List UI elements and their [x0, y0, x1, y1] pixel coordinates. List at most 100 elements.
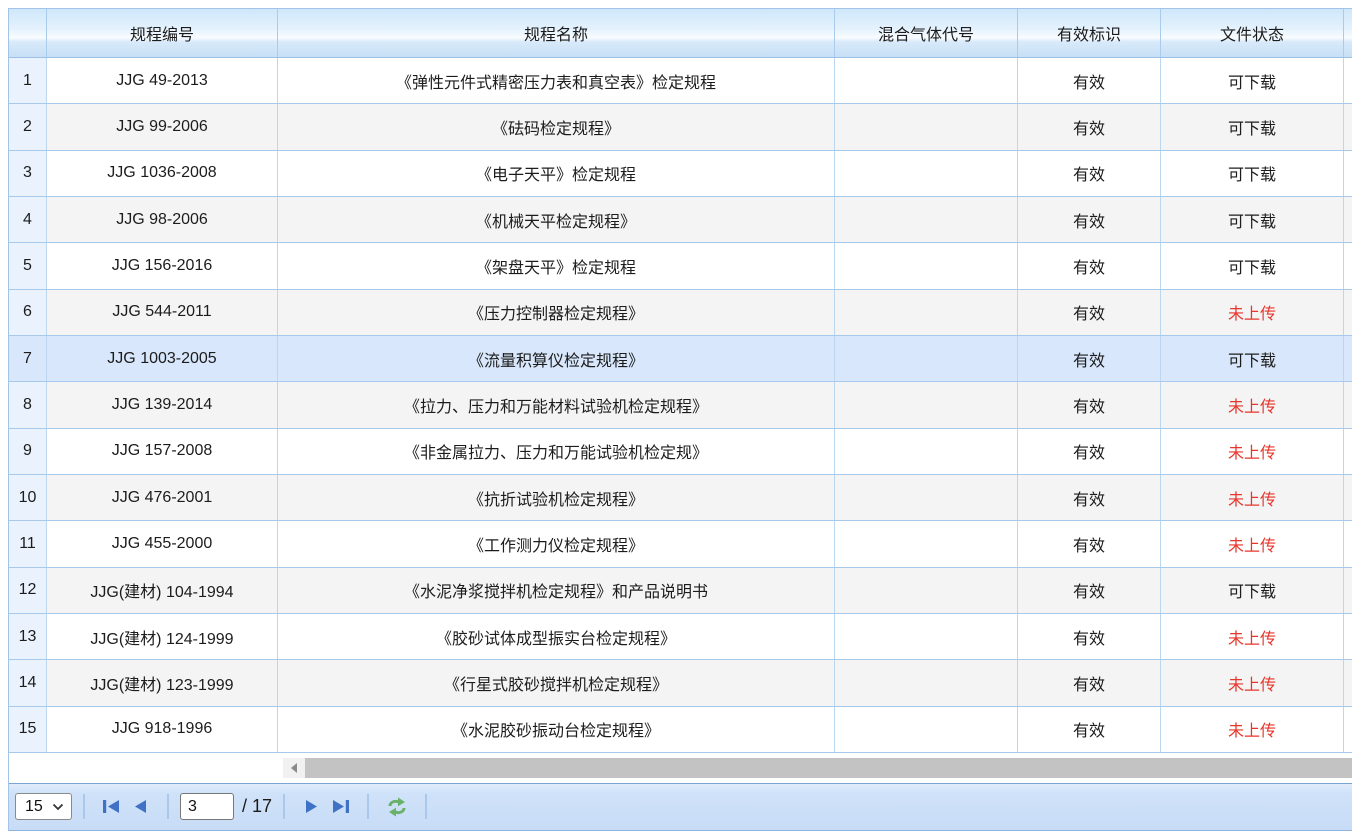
regulation-name: 《压力控制器检定规程》 — [278, 289, 835, 335]
scrollbar-thumb[interactable] — [305, 757, 1352, 778]
extra-cell — [1344, 150, 1352, 196]
page-size-value: 15 — [25, 797, 43, 815]
gas-code — [835, 706, 1018, 752]
row-number: 4 — [9, 196, 47, 243]
gas-code — [835, 567, 1018, 613]
table-row[interactable]: 4 JJG 98-2006 《机械天平检定规程》 有效 可下载 — [9, 196, 1352, 244]
pager-separator — [367, 794, 370, 820]
table-row[interactable]: 13 JJG(建材) 124-1999 《胶砂试体成型振实台检定规程》 有效 未… — [9, 613, 1352, 661]
valid-flag: 有效 — [1018, 521, 1161, 567]
pager-separator — [425, 794, 428, 820]
grid-body: 1 JJG 49-2013 《弹性元件式精密压力表和真空表》检定规程 有效 可下… — [9, 58, 1352, 753]
table-row[interactable]: 9 JJG 157-2008 《非金属拉力、压力和万能试验机检定规》 有效 未上… — [9, 428, 1352, 475]
regulation-code: JJG 98-2006 — [47, 196, 278, 243]
regulation-code: JJG 1036-2008 — [47, 150, 278, 196]
valid-flag: 有效 — [1018, 243, 1161, 289]
regulation-code: JJG 49-2013 — [47, 58, 278, 104]
regulation-code: JJG 156-2016 — [47, 243, 278, 289]
gas-code — [835, 382, 1018, 428]
extra-cell — [1344, 289, 1352, 335]
last-page-button[interactable] — [329, 796, 353, 818]
regulation-name: 《机械天平检定规程》 — [278, 196, 835, 243]
regulation-code: JJG 918-1996 — [47, 706, 278, 752]
row-number: 6 — [9, 289, 47, 335]
regulation-name: 《行星式胶砂搅拌机检定规程》 — [278, 660, 835, 706]
row-number: 5 — [9, 243, 47, 289]
next-page-icon — [306, 800, 318, 814]
regulation-name: 《架盘天平》检定规程 — [278, 243, 835, 289]
gas-code — [835, 196, 1018, 243]
header-code[interactable]: 规程编号 — [47, 9, 278, 57]
regulation-name: 《砝码检定规程》 — [278, 104, 835, 150]
row-number: 12 — [9, 567, 47, 613]
regulation-name: 《弹性元件式精密压力表和真空表》检定规程 — [278, 58, 835, 104]
valid-flag: 有效 — [1018, 567, 1161, 613]
header-gas-code[interactable]: 混合气体代号 — [835, 9, 1018, 57]
row-number: 11 — [9, 521, 47, 567]
table-row[interactable]: 11 JJG 455-2000 《工作测力仪检定规程》 有效 未上传 — [9, 521, 1352, 568]
page-number-input[interactable] — [180, 793, 234, 821]
gas-code — [835, 660, 1018, 706]
file-status: 可下载 — [1161, 58, 1344, 104]
valid-flag: 有效 — [1018, 428, 1161, 474]
file-status: 未上传 — [1161, 474, 1344, 521]
gas-code — [835, 104, 1018, 150]
file-status: 可下载 — [1161, 567, 1344, 613]
row-number: 7 — [9, 335, 47, 382]
header-extra — [1344, 9, 1352, 57]
gas-code — [835, 428, 1018, 474]
gas-code — [835, 58, 1018, 104]
regulation-code: JJG 99-2006 — [47, 104, 278, 150]
regulation-code: JJG 476-2001 — [47, 474, 278, 521]
page-size-select[interactable]: 15 — [15, 793, 72, 821]
valid-flag: 有效 — [1018, 289, 1161, 335]
data-grid: 规程编号 规程名称 混合气体代号 有效标识 文件状态 1 JJG 49-2013… — [8, 8, 1352, 831]
table-row[interactable]: 12 JJG(建材) 104-1994 《水泥净浆搅拌机检定规程》和产品说明书 … — [9, 567, 1352, 614]
file-status: 未上传 — [1161, 613, 1344, 660]
table-row[interactable]: 3 JJG 1036-2008 《电子天平》检定规程 有效 可下载 — [9, 150, 1352, 197]
table-row[interactable]: 1 JJG 49-2013 《弹性元件式精密压力表和真空表》检定规程 有效 可下… — [9, 58, 1352, 105]
horizontal-scrollbar[interactable] — [283, 757, 1352, 778]
regulation-name: 《非金属拉力、压力和万能试验机检定规》 — [278, 428, 835, 474]
gas-code — [835, 613, 1018, 660]
extra-cell — [1344, 567, 1352, 613]
regulation-code: JJG 544-2011 — [47, 289, 278, 335]
table-row[interactable]: 2 JJG 99-2006 《砝码检定规程》 有效 可下载 — [9, 104, 1352, 151]
row-number: 13 — [9, 613, 47, 660]
extra-cell — [1344, 104, 1352, 150]
table-row[interactable]: 15 JJG 918-1996 《水泥胶砂振动台检定规程》 有效 未上传 — [9, 706, 1352, 753]
valid-flag: 有效 — [1018, 335, 1161, 382]
valid-flag: 有效 — [1018, 382, 1161, 428]
scroll-left-button[interactable] — [283, 757, 304, 778]
refresh-button[interactable] — [383, 796, 411, 818]
first-page-button[interactable] — [99, 796, 123, 818]
gas-code — [835, 521, 1018, 567]
table-row[interactable]: 10 JJG 476-2001 《抗折试验机检定规程》 有效 未上传 — [9, 474, 1352, 522]
header-file-status[interactable]: 文件状态 — [1161, 9, 1344, 57]
row-number: 2 — [9, 104, 47, 150]
gas-code — [835, 243, 1018, 289]
prev-page-icon — [135, 800, 146, 814]
next-page-button[interactable] — [299, 796, 323, 818]
refresh-icon — [388, 797, 406, 817]
header-valid-flag[interactable]: 有效标识 — [1018, 9, 1161, 57]
header-name[interactable]: 规程名称 — [278, 9, 835, 57]
header-rownum — [9, 9, 47, 57]
regulation-code: JJG 139-2014 — [47, 382, 278, 428]
table-row[interactable]: 6 JJG 544-2011 《压力控制器检定规程》 有效 未上传 — [9, 289, 1352, 336]
table-row-selected[interactable]: 7 JJG 1003-2005 《流量积算仪检定规程》 有效 可下载 — [9, 335, 1352, 383]
prev-page-button[interactable] — [129, 796, 153, 818]
gas-code — [835, 474, 1018, 521]
table-row[interactable]: 5 JJG 156-2016 《架盘天平》检定规程 有效 可下载 — [9, 243, 1352, 290]
valid-flag: 有效 — [1018, 474, 1161, 521]
table-row[interactable]: 8 JJG 139-2014 《拉力、压力和万能材料试验机检定规程》 有效 未上… — [9, 382, 1352, 429]
extra-cell — [1344, 660, 1352, 706]
file-status: 未上传 — [1161, 289, 1344, 335]
valid-flag: 有效 — [1018, 150, 1161, 196]
file-status: 未上传 — [1161, 660, 1344, 706]
extra-cell — [1344, 243, 1352, 289]
table-row[interactable]: 14 JJG(建材) 123-1999 《行星式胶砂搅拌机检定规程》 有效 未上… — [9, 660, 1352, 707]
first-page-icon — [103, 800, 119, 814]
row-number: 9 — [9, 428, 47, 474]
